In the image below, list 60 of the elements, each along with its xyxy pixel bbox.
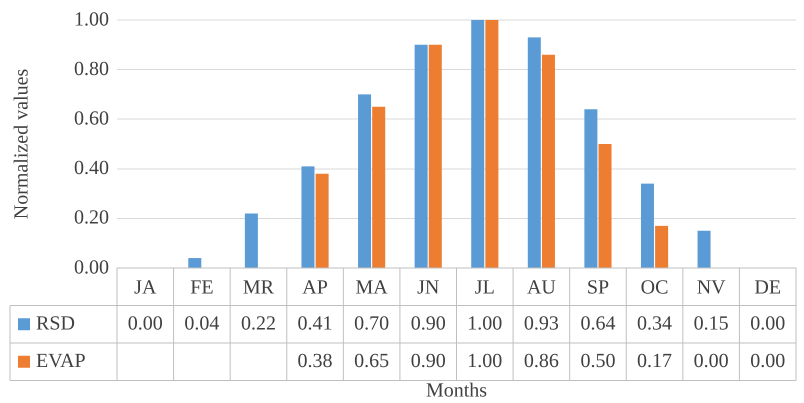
y-tick-label: 0.20 (74, 206, 109, 229)
bar (358, 94, 372, 268)
data-label: 0.90 (410, 350, 446, 372)
legend-label: RSD (36, 312, 75, 334)
data-label: 0.22 (240, 312, 276, 334)
data-label: 0.34 (637, 312, 672, 334)
y-tick-label: 0.00 (74, 256, 109, 278)
x-tick-label: FE (190, 276, 214, 298)
data-label: 0.00 (128, 312, 163, 334)
data-label: 0.90 (410, 312, 446, 334)
bar (598, 144, 612, 268)
data-label: 1.00 (467, 350, 502, 372)
bar (414, 44, 428, 268)
x-tick-label: OC (640, 276, 668, 298)
bar (655, 226, 668, 268)
x-tick-label: MA (356, 276, 388, 298)
data-label: 0.65 (354, 350, 390, 372)
data-label: 0.41 (298, 312, 333, 334)
bar (698, 230, 711, 268)
data-label: 0.64 (580, 312, 616, 334)
data-label: 0.38 (298, 350, 333, 372)
y-tick-label: 0.40 (74, 157, 109, 180)
data-label: 0.00 (750, 350, 786, 372)
data-label: 0.00 (694, 350, 729, 372)
bar (188, 258, 202, 268)
x-tick-label: JN (417, 276, 440, 298)
x-axis-title: Months (426, 379, 488, 402)
data-label: 0.04 (184, 312, 220, 334)
bar (542, 54, 555, 268)
bar (244, 213, 258, 268)
y-tick-label: 1.00 (74, 8, 109, 30)
data-label: 0.70 (354, 312, 390, 334)
data-label: 0.00 (750, 312, 786, 334)
bar (528, 37, 541, 268)
bar (485, 20, 498, 268)
data-label: 0.93 (524, 312, 559, 334)
data-label: 0.17 (637, 350, 672, 372)
bar (301, 166, 314, 268)
x-tick-label: SP (586, 276, 610, 298)
x-tick-label: DE (754, 276, 782, 298)
data-label: 0.86 (524, 350, 559, 372)
bar (471, 20, 484, 268)
y-tick-label: 0.60 (74, 107, 109, 130)
x-tick-label: JL (474, 276, 495, 298)
x-tick-label: MR (242, 276, 275, 298)
x-tick-label: AP (302, 276, 328, 298)
x-tick-label: JA (134, 276, 157, 298)
data-label: 0.50 (580, 350, 616, 372)
bar (640, 184, 654, 268)
x-tick-label: AU (526, 276, 556, 298)
legend-label: EVAP (36, 350, 86, 372)
data-label: 1.00 (467, 312, 502, 334)
data-label: 0.15 (694, 312, 729, 334)
bar (584, 109, 598, 268)
x-tick-label: NV (696, 276, 726, 298)
bar (316, 174, 329, 268)
y-tick-label: 0.80 (74, 58, 109, 80)
bar (372, 106, 386, 268)
bar (428, 44, 442, 268)
y-axis-title: Normalized values (10, 68, 32, 220)
